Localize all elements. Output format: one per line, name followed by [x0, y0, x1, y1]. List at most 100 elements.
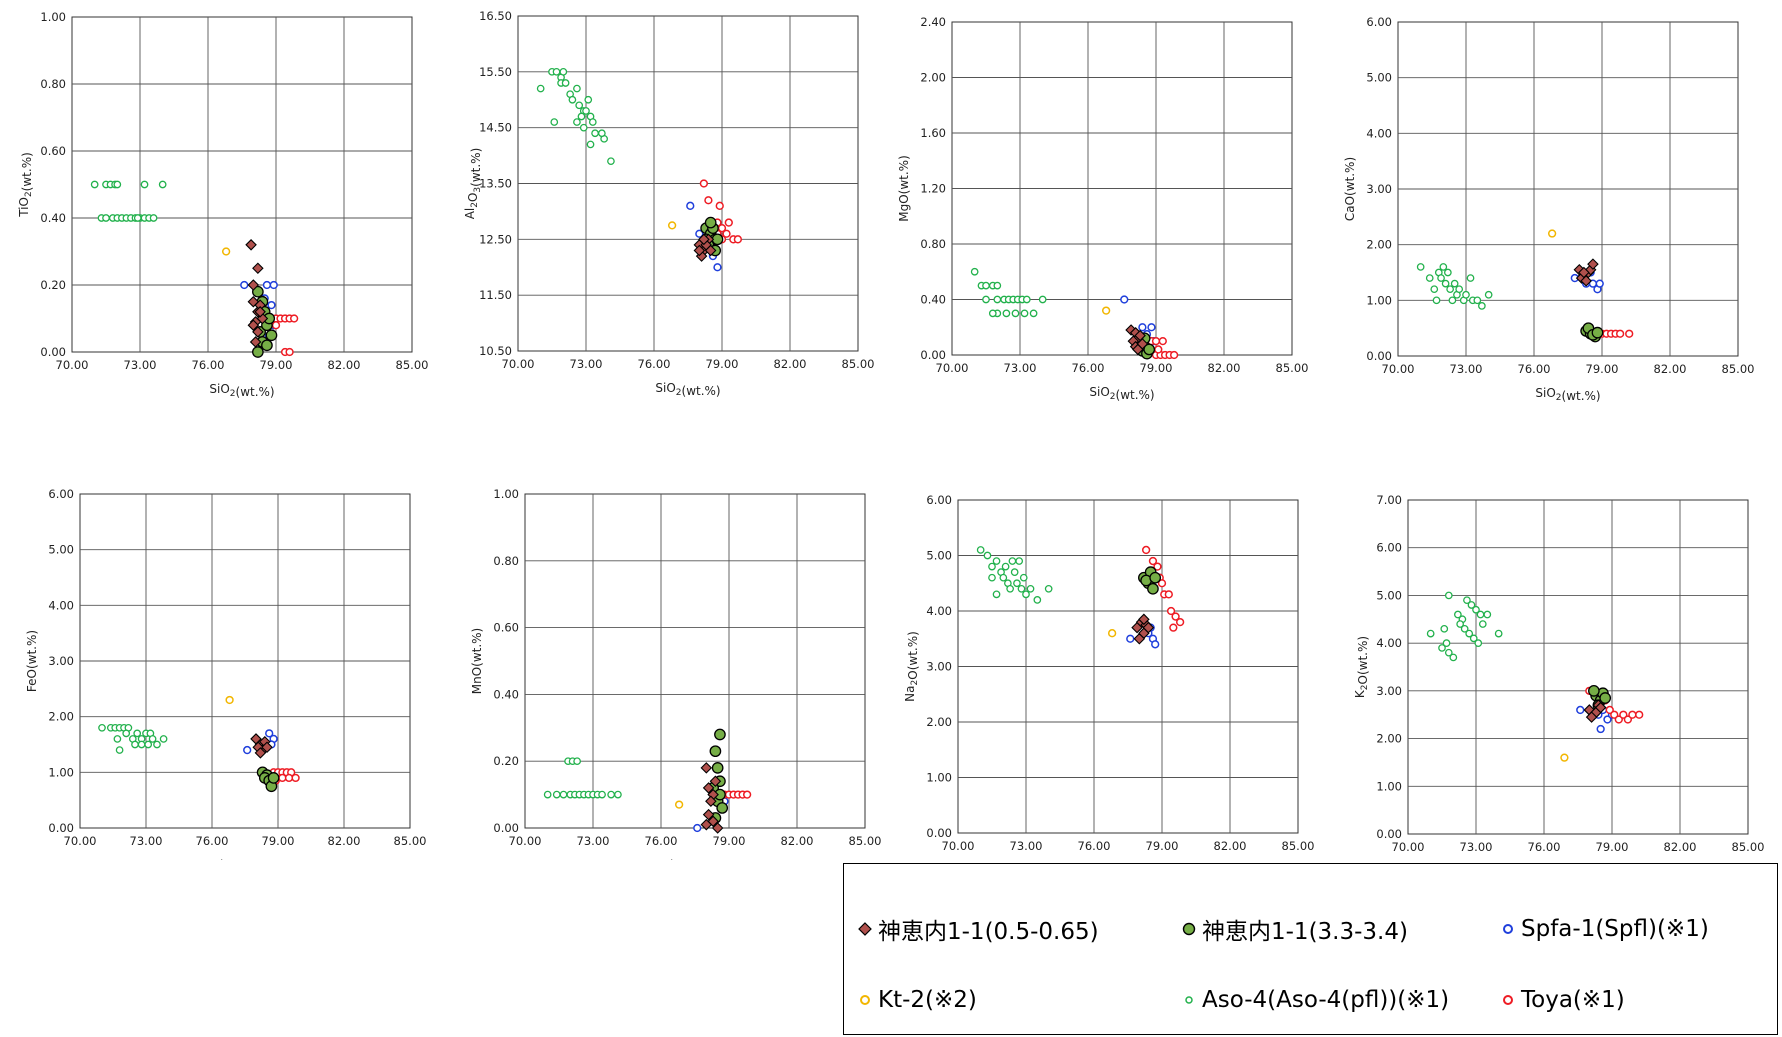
data-point — [607, 790, 615, 799]
x-tick-label: 73.00 — [124, 358, 157, 372]
scatter-plot-7: 70.00 73.00 76.00 79.00 82.00 85.00 0.00 1.00 2.… — [903, 493, 1315, 853]
plot-area — [1407, 499, 1749, 835]
x-tick-label: 79.00 — [713, 834, 746, 848]
data-point — [1467, 601, 1476, 609]
data-point — [1175, 617, 1185, 627]
data-point — [1494, 629, 1503, 638]
y-tick-label: 3.00 — [48, 654, 74, 668]
x-axis-label: SiO2(wt.%) — [1535, 386, 1600, 403]
data-point — [1002, 309, 1011, 318]
x-tick-label: 85.00 — [1732, 840, 1765, 854]
data-point — [1462, 290, 1470, 299]
data-point-diamond — [705, 795, 717, 808]
y-tick-label: 3.00 — [926, 660, 952, 674]
data-point — [1166, 606, 1176, 616]
scatter-plot-3: 70.00 73.00 76.00 79.00 82.00 85.00 0.00 0.40 0.… — [897, 15, 1308, 402]
x-tick-label: 85.00 — [1282, 839, 1315, 853]
data-point — [1440, 624, 1449, 633]
data-point — [693, 823, 702, 833]
legend-item-kamoenai-3.3: 神恵内1-1(3.3-3.4) — [1182, 914, 1408, 945]
data-point — [1473, 296, 1482, 305]
data-point — [1416, 263, 1425, 271]
data-point — [988, 562, 996, 571]
data-point — [598, 129, 606, 138]
x-tick-label: 70.00 — [56, 358, 89, 372]
data-point — [573, 118, 581, 126]
data-point-diamond — [700, 818, 713, 831]
x-tick-label: 70.00 — [942, 839, 975, 853]
data-point — [1444, 268, 1452, 277]
data-point — [1147, 582, 1159, 595]
x-tick-label: 85.00 — [394, 834, 427, 848]
data-point — [573, 84, 581, 93]
data-point — [724, 218, 733, 227]
data-point — [262, 280, 272, 290]
data-point — [252, 285, 264, 298]
legend-item-spfa-1: Spfa-1(Spfl)(※1) — [1501, 914, 1709, 944]
data-point — [715, 201, 724, 210]
data-point — [733, 235, 743, 244]
y-tick-label: 0.80 — [493, 554, 519, 568]
y-tick-label: 1.60 — [920, 126, 946, 140]
data-point — [278, 773, 287, 783]
data-point — [559, 67, 568, 76]
data-point — [1610, 710, 1619, 719]
data-point — [1591, 326, 1604, 339]
data-point — [550, 118, 559, 126]
y-tick-label: 5.00 — [1366, 71, 1392, 85]
data-point-diamond — [1132, 343, 1144, 356]
data-point — [1120, 295, 1129, 304]
data-point — [982, 295, 990, 304]
legend-item-kt-2: Kt-2(※2) — [858, 985, 977, 1015]
x-tick-label: 79.00 — [262, 834, 295, 848]
scatter-plot-8: 70.00 73.00 76.00 79.00 82.00 85.00 0.00 1.00 2.… — [1353, 493, 1765, 854]
data-point-diamond — [1594, 701, 1607, 714]
data-point — [1588, 685, 1600, 697]
data-point — [1614, 715, 1623, 724]
y-tick-label: 4.00 — [48, 598, 74, 612]
data-point — [1013, 579, 1021, 588]
y-axis-label: FeO(wt.%) — [25, 630, 39, 692]
data-point — [1432, 296, 1441, 305]
x-tick-label: 79.00 — [1586, 362, 1619, 376]
data-point — [1153, 562, 1162, 571]
data-point-diamond — [247, 279, 260, 291]
data-point — [1450, 279, 1459, 288]
data-point — [221, 247, 231, 256]
data-point — [992, 590, 1001, 599]
data-point — [1019, 573, 1028, 582]
y-axis-label: CaO(wt.%) — [1343, 157, 1357, 221]
data-point — [1444, 648, 1453, 657]
x-tick-label: 85.00 — [849, 834, 882, 848]
diamond-marker-icon — [858, 922, 872, 936]
data-point-diamond — [249, 336, 262, 348]
y-tick-label: 0.40 — [40, 211, 66, 225]
data-point — [1425, 274, 1434, 282]
data-point — [575, 101, 584, 110]
y-tick-label: 7.00 — [1376, 493, 1402, 507]
y-tick-label: 0.00 — [1376, 827, 1402, 841]
data-point — [988, 573, 996, 582]
x-tick-label: 85.00 — [1722, 362, 1755, 376]
data-point — [1456, 620, 1464, 628]
data-point — [1635, 710, 1644, 719]
data-point — [1169, 350, 1179, 360]
y-tick-label: 0.00 — [926, 826, 952, 840]
x-tick-label: 76.00 — [1518, 362, 1551, 376]
y-tick-label: 0.00 — [493, 821, 519, 835]
plot-area — [524, 493, 866, 829]
data-point — [1628, 710, 1637, 719]
x-tick-label: 73.00 — [1004, 361, 1037, 375]
data-point — [716, 802, 729, 814]
x-tick-label: 70.00 — [64, 834, 97, 848]
data-point — [1463, 596, 1471, 605]
data-point-diamond — [1138, 613, 1150, 626]
data-point-diamond — [711, 822, 724, 834]
data-point — [133, 729, 142, 738]
legend-item-aso-4: Aso-4(Aso-4(pfl))(※1) — [1182, 985, 1449, 1015]
data-point — [1603, 715, 1612, 724]
x-tick-label: 76.00 — [638, 357, 671, 371]
y-tick-label: 13.50 — [479, 177, 512, 191]
data-point — [1151, 336, 1161, 346]
data-point — [1605, 705, 1614, 715]
